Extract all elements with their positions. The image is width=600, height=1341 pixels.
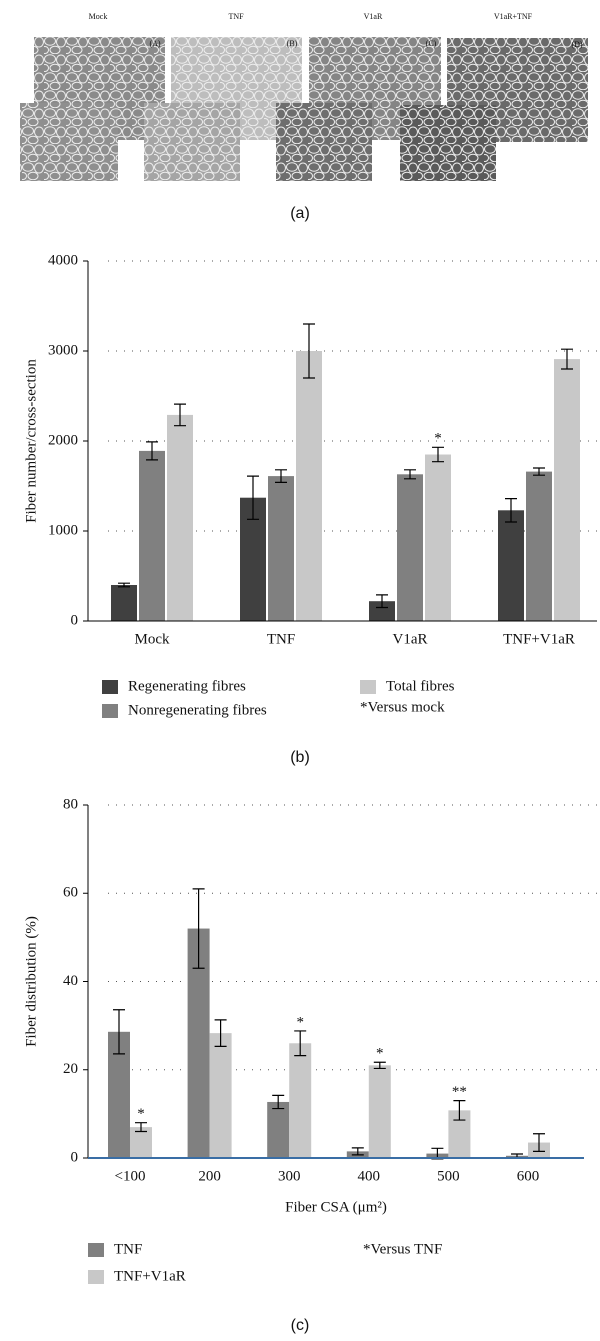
caption: (c)	[291, 1317, 310, 1334]
error-bar	[214, 1019, 227, 1047]
error-bar	[174, 403, 186, 427]
error-bar	[247, 475, 259, 520]
error-bar	[404, 469, 416, 480]
error-bar	[453, 1100, 466, 1121]
error-bar	[113, 1009, 125, 1055]
error-bar	[118, 582, 130, 588]
micrograph	[20, 103, 118, 181]
error-bar	[533, 467, 545, 476]
significance-marker: *	[296, 1014, 304, 1030]
y-axis-label: Fiber distribution (%)	[23, 916, 39, 1047]
significance-marker: *	[376, 1046, 384, 1062]
legend-swatch	[360, 680, 376, 694]
legend-label: Regenerating fibres	[128, 678, 246, 694]
bar	[498, 510, 524, 621]
bar	[289, 1043, 312, 1158]
bar	[296, 351, 322, 621]
x-axis-label: Fiber CSA (μm²)	[285, 1199, 387, 1215]
caption: (a)	[290, 205, 310, 222]
y-tick-label: 20	[63, 1061, 78, 1077]
error-bar	[294, 1030, 307, 1057]
x-tick-label: V1aR	[393, 631, 428, 647]
panel-a: Mock TNF V1aR V1aR+TNF (A) (B) (C) (D)	[20, 12, 588, 181]
image-label: TNF	[228, 12, 244, 21]
bar	[554, 359, 580, 621]
x-tick-label: 200	[198, 1168, 221, 1184]
x-tick-label: TNF+V1aR	[503, 631, 575, 647]
error-bar	[533, 1133, 545, 1152]
x-tick-label: 400	[358, 1168, 381, 1184]
y-tick-label: 4000	[48, 252, 78, 268]
image-tag: (B)	[287, 39, 298, 48]
legend-swatch	[102, 680, 118, 694]
x-tick-label: 600	[517, 1168, 540, 1184]
legend-swatch	[102, 704, 118, 718]
y-tick-label: 40	[63, 973, 78, 989]
error-bar	[135, 1122, 147, 1133]
error-bar	[272, 1094, 285, 1110]
x-tick-label: 300	[278, 1168, 301, 1184]
bar	[108, 1031, 130, 1158]
legend-swatch	[88, 1243, 104, 1257]
legend-note: *Versus TNF	[363, 1241, 442, 1257]
legend-label: TNF+V1aR	[114, 1268, 186, 1284]
y-tick-label: 3000	[48, 342, 78, 358]
x-tick-label: <100	[115, 1168, 146, 1184]
x-tick-label: 500	[437, 1168, 460, 1184]
error-bar	[303, 323, 315, 379]
significance-marker: **	[452, 1084, 467, 1100]
legend-label: TNF	[114, 1241, 142, 1257]
legend-label: Nonregenerating fibres	[128, 702, 267, 718]
bar	[111, 585, 137, 621]
x-tick-label: Mock	[135, 631, 170, 647]
y-tick-label: 1000	[48, 522, 78, 538]
image-label: Mock	[89, 12, 108, 21]
error-bar	[561, 348, 573, 370]
y-tick-label: 60	[63, 885, 78, 901]
error-bar	[432, 446, 444, 463]
bar	[448, 1110, 471, 1158]
bar	[369, 601, 395, 621]
bar	[397, 474, 423, 621]
y-tick-label: 2000	[48, 432, 78, 448]
significance-marker: *	[434, 431, 442, 447]
bar	[368, 1065, 391, 1158]
bar	[139, 450, 165, 621]
image-tag: (D)	[571, 40, 582, 49]
micrograph	[144, 103, 240, 181]
y-tick-label: 0	[71, 612, 79, 628]
error-bar	[505, 498, 517, 523]
bar	[526, 471, 552, 621]
error-bar	[351, 1147, 364, 1156]
image-label: V1aR	[364, 12, 383, 21]
legend-swatch	[88, 1270, 104, 1284]
image-tag: (C)	[426, 39, 437, 48]
micrograph	[276, 103, 372, 181]
significance-marker: *	[137, 1106, 145, 1122]
image-tag: (A)	[149, 39, 160, 48]
x-tick-label: TNF	[267, 631, 295, 647]
bar	[209, 1033, 232, 1158]
bar	[268, 476, 294, 621]
bar	[167, 414, 193, 621]
error-bar	[192, 888, 205, 969]
error-bar	[146, 441, 158, 461]
caption: (b)	[290, 749, 310, 766]
bar	[425, 454, 451, 621]
micrograph	[400, 105, 496, 181]
bar	[267, 1101, 290, 1158]
y-axis-label: Fiber number/cross-section	[23, 359, 39, 523]
image-label: V1aR+TNF	[494, 12, 533, 21]
legend-label: Total fibres	[386, 678, 455, 694]
error-bar	[376, 594, 388, 609]
y-tick-label: 0	[71, 1149, 79, 1165]
bar	[187, 928, 210, 1158]
bar	[130, 1127, 152, 1158]
error-bar	[373, 1061, 386, 1070]
legend-note: *Versus mock	[360, 699, 445, 715]
y-tick-label: 80	[63, 796, 78, 812]
error-bar	[275, 469, 287, 483]
